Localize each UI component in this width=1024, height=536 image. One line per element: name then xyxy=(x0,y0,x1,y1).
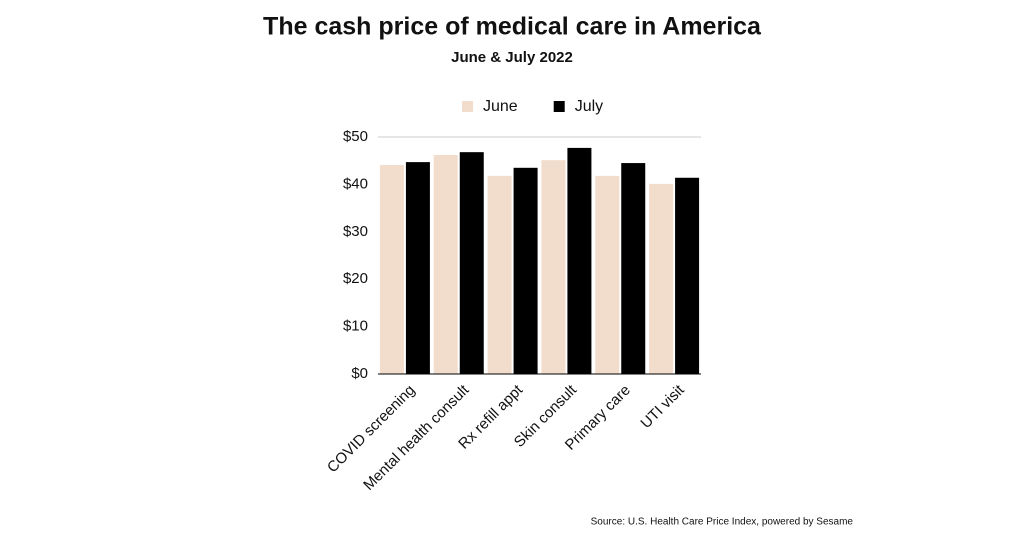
y-tick-label: $20 xyxy=(343,270,368,287)
bar xyxy=(595,175,620,374)
y-tick-label: $50 xyxy=(343,128,368,145)
bar xyxy=(621,163,646,374)
legend-swatch xyxy=(553,101,565,112)
bar xyxy=(405,162,430,374)
bar xyxy=(675,177,700,374)
source-note: Source: U.S. Health Care Price Index, po… xyxy=(591,517,854,528)
chart-subtitle: June & July 2022 xyxy=(451,49,573,66)
bar xyxy=(567,147,592,374)
legend-swatch xyxy=(462,101,473,112)
x-tick-label: Mental health consult xyxy=(360,381,473,494)
y-tick-label: $10 xyxy=(343,318,368,335)
bar xyxy=(459,152,484,374)
y-tick-label: $30 xyxy=(343,223,368,240)
x-tick-label: UTI visit xyxy=(637,381,688,432)
x-tick-label: COVID screening xyxy=(324,382,419,477)
bar xyxy=(487,175,512,374)
bar xyxy=(513,167,538,374)
y-tick-label: $0 xyxy=(351,365,368,382)
bar xyxy=(379,164,404,374)
y-tick-label: $40 xyxy=(343,175,368,192)
legend-label: June xyxy=(483,98,518,115)
bar xyxy=(649,183,674,374)
bar xyxy=(433,155,458,374)
bar xyxy=(541,160,566,374)
chart-title: The cash price of medical care in Americ… xyxy=(263,13,762,41)
legend-label: July xyxy=(575,98,603,115)
